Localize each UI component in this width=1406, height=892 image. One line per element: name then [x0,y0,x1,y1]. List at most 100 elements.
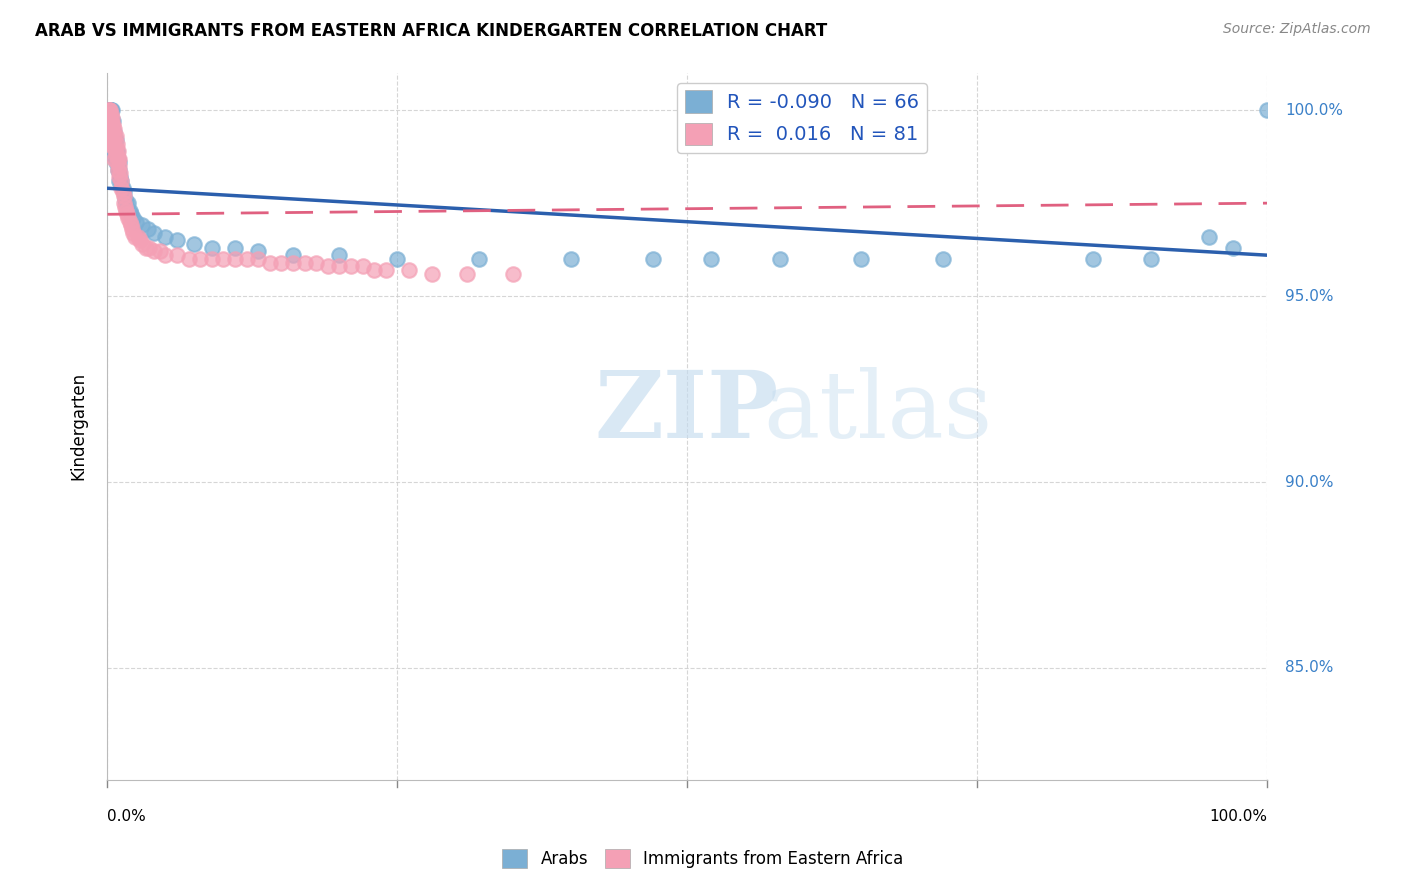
Point [110,174,132,188]
Point [108,155,131,169]
Point [114,193,136,207]
Point [108,159,131,173]
Point [103,126,125,140]
Point [103,148,125,162]
Point [340,260,363,274]
Point [98,103,121,118]
Legend: Arabs, Immigrants from Eastern Africa: Arabs, Immigrants from Eastern Africa [496,842,910,875]
Point [98,103,121,118]
Point [101,111,124,125]
Point [235,252,257,266]
Point [183,237,205,252]
Point [387,252,409,266]
Point [107,144,129,158]
Point [1083,252,1105,266]
Point [281,248,304,262]
Point [105,136,128,151]
Point [769,252,792,266]
Point [97,103,120,118]
Point [328,248,350,262]
Text: ZIP: ZIP [595,368,779,457]
Point [125,215,148,229]
Point [98,114,121,128]
Point [98,111,121,125]
Point [105,144,128,158]
Point [101,140,124,154]
Point [124,229,146,244]
Point [111,181,134,195]
Point [212,252,235,266]
Point [100,103,122,118]
Point [108,162,131,177]
Point [105,148,128,162]
Point [305,255,328,269]
Point [100,133,122,147]
Point [247,244,270,259]
Point [103,144,125,158]
Point [259,255,281,269]
Point [851,252,873,266]
Point [108,170,131,185]
Point [97,111,120,125]
Point [110,166,132,180]
Point [136,222,159,236]
Point [110,174,132,188]
Point [101,103,124,118]
Point [155,229,177,244]
Point [101,114,124,128]
Point [328,260,350,274]
Point [103,129,125,144]
Point [127,229,149,244]
Point [177,252,200,266]
Point [107,162,129,177]
Text: 100.0%: 100.0% [1285,103,1343,118]
Legend: R = -0.090   N = 66, R =  0.016   N = 81: R = -0.090 N = 66, R = 0.016 N = 81 [676,83,927,153]
Point [104,129,127,144]
Point [103,129,125,144]
Point [1256,103,1278,118]
Point [115,196,138,211]
Point [118,215,141,229]
Point [103,114,125,128]
Point [103,126,125,140]
Point [104,155,127,169]
Point [142,244,165,259]
Point [131,237,153,252]
Point [103,118,125,132]
Point [502,267,524,281]
Point [117,211,139,225]
Point [166,233,188,247]
Point [100,107,122,121]
Point [188,252,211,266]
Point [224,252,246,266]
Text: ARAB VS IMMIGRANTS FROM EASTERN AFRICA KINDERGARTEN CORRELATION CHART: ARAB VS IMMIGRANTS FROM EASTERN AFRICA K… [35,22,827,40]
Point [281,255,304,269]
Point [142,226,165,240]
Point [103,140,125,154]
Point [166,248,188,262]
Point [108,174,131,188]
Point [98,103,121,118]
Point [114,200,136,214]
Point [108,152,131,166]
Text: Kindergarten: Kindergarten [69,372,87,480]
Point [270,255,292,269]
Point [201,241,224,255]
Text: 0.0%: 0.0% [107,809,146,824]
Text: 85.0%: 85.0% [1285,660,1333,675]
Point [155,248,177,262]
Point [107,152,129,166]
Point [110,181,132,195]
Point [107,152,129,166]
Point [100,114,122,128]
Point [103,140,125,154]
Point [98,103,121,118]
Point [98,121,121,136]
Point [97,103,120,118]
Point [100,103,122,118]
Point [97,103,120,118]
Point [103,152,125,166]
Point [149,244,172,259]
Text: 90.0%: 90.0% [1285,475,1333,490]
Point [111,185,134,199]
